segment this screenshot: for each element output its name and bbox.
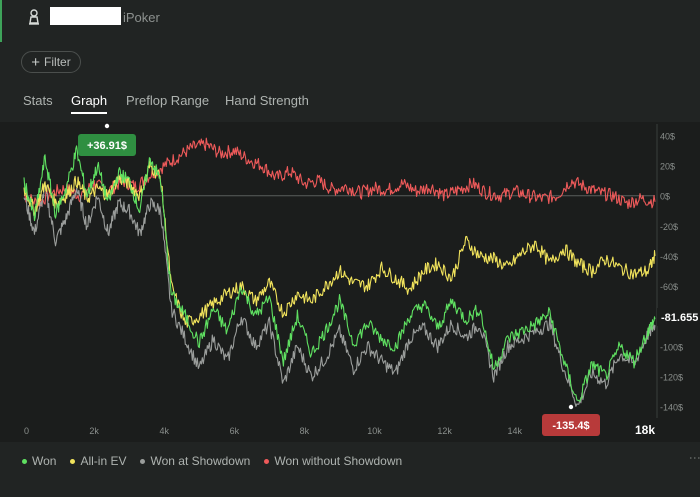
top-bar: iPoker <box>0 0 700 42</box>
x-tick-label: 2k <box>89 426 99 436</box>
legend-item-won[interactable]: Won <box>22 454 56 468</box>
x-tick-label: 0 <box>24 426 29 436</box>
legend-label: All-in EV <box>80 454 127 468</box>
filter-button[interactable]: + Filter <box>21 51 81 73</box>
legend-dot <box>140 458 146 464</box>
last-value-bg <box>657 308 700 326</box>
x-tick-label: 6k <box>230 426 240 436</box>
last-value-label: -81.655 <box>661 312 698 324</box>
min-badge-label: -135.4$ <box>552 420 589 432</box>
legend-dot <box>70 458 76 464</box>
annotations: +36.91$ -135.4$ -81.655 <box>78 123 700 436</box>
y-tick-label: -120$ <box>660 372 683 382</box>
y-tick-label: -140$ <box>660 402 683 412</box>
legend-item-allin-ev[interactable]: All-in EV <box>70 454 126 468</box>
series-line-won-without-showdown <box>23 137 656 210</box>
y-tick-label: -20$ <box>660 222 678 232</box>
legend-dot <box>264 458 270 464</box>
series-layer <box>23 137 656 407</box>
series-line-won-at-showdown <box>23 185 656 407</box>
max-badge-label: +36.91$ <box>87 140 127 152</box>
x-tick-label: 8k <box>300 426 310 436</box>
y-tick-label: 40$ <box>660 132 675 142</box>
tab-graph[interactable]: Graph <box>71 93 108 114</box>
legend-label: Won at Showdown <box>150 454 251 468</box>
y-tick-label: -40$ <box>660 252 678 262</box>
x-tick-label: 4k <box>159 426 169 436</box>
series-line-all-in-ev <box>23 160 656 328</box>
legend-label: Won without Showdown <box>274 454 403 468</box>
tab-hand-strength[interactable]: Hand Strength <box>225 93 309 108</box>
max-marker <box>104 123 110 129</box>
plus-icon: + <box>31 53 41 71</box>
series-line-won <box>23 145 656 402</box>
x-axis: 02k4k6k8k10k12k14k16k18k <box>24 423 655 437</box>
min-marker <box>568 404 574 410</box>
y-tick-label: 0$ <box>660 192 670 202</box>
legend-dot <box>22 458 27 464</box>
y-tick-label: -60$ <box>660 282 678 292</box>
site-name: iPoker <box>123 10 160 25</box>
legend-label: Won <box>32 454 57 468</box>
max-badge <box>78 134 136 156</box>
profit-graph[interactable]: 40$20$0$-20$-40$-60$-80$-100$-120$-140$ … <box>0 122 700 442</box>
legend: Won All-in EV Won at Showdown Won withou… <box>22 454 402 468</box>
x-tick-label: 12k <box>437 426 452 436</box>
y-tick-label: 20$ <box>660 162 675 172</box>
legend-item-won-without-showdown[interactable]: Won without Showdown <box>264 454 402 468</box>
tab-stats[interactable]: Stats <box>23 93 53 108</box>
redacted-username <box>50 7 121 25</box>
user-chess-icon[interactable] <box>27 9 41 25</box>
legend-item-won-at-showdown[interactable]: Won at Showdown <box>140 454 250 468</box>
y-tick-label: -100$ <box>660 342 683 352</box>
tab-preflop-range[interactable]: Preflop Range <box>126 93 210 108</box>
x-tick-label: 14k <box>508 426 523 436</box>
min-badge <box>542 414 600 436</box>
chart-panel: 40$20$0$-20$-40$-60$-80$-100$-120$-140$ … <box>0 122 700 442</box>
accent-bar <box>0 0 2 42</box>
x-tick-label: 18k <box>635 423 655 437</box>
more-options-icon[interactable]: ⋮ <box>688 452 700 464</box>
x-tick-label: 10k <box>367 426 382 436</box>
filter-label: Filter <box>44 55 71 69</box>
